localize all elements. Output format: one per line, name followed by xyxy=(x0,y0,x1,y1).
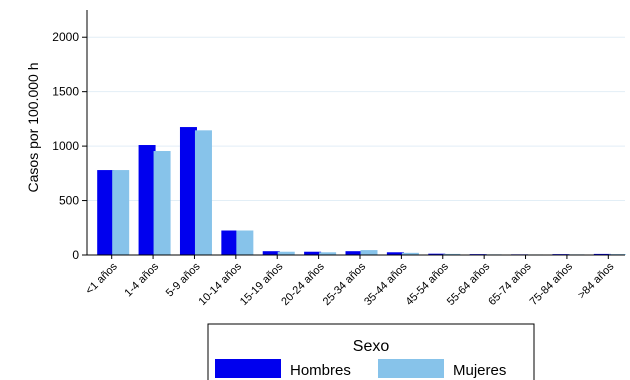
x-tick-label: 35-44 años xyxy=(362,260,410,308)
bar-hombres-1 xyxy=(138,145,156,255)
legend-label-hombres: Hombres xyxy=(290,362,351,379)
x-tick-label: 15-19 años xyxy=(238,260,286,308)
legend-title: Sexo xyxy=(353,338,390,355)
bar-mujeres-4 xyxy=(277,251,295,255)
x-tick-label: 25-34 años xyxy=(321,260,369,308)
bar-mujeres-1 xyxy=(153,151,171,255)
x-tick-label: 1-4 años xyxy=(122,260,161,299)
legend-swatch-hombres xyxy=(215,359,281,378)
x-tick-label: >84 años xyxy=(576,260,617,301)
bar-hombres-0 xyxy=(97,170,115,255)
legend-box xyxy=(207,323,535,380)
bar-hombres-4 xyxy=(262,251,280,255)
x-tick-label: 20-24 años xyxy=(279,260,327,308)
bar-hombres-6 xyxy=(345,251,363,255)
y-tick-label: 1500 xyxy=(52,85,79,99)
legend: Sexo Hombres Mujeres xyxy=(207,323,535,380)
bar-mujeres-2 xyxy=(194,130,212,255)
y-tick-label: 0 xyxy=(72,248,79,262)
x-tick-label: 5-9 años xyxy=(164,260,203,299)
y-axis-label: Casos por 100.000 h xyxy=(25,63,41,193)
legend-label-mujeres: Mujeres xyxy=(453,362,506,379)
bar-mujeres-7 xyxy=(401,252,419,255)
bar-hombres-7 xyxy=(386,252,404,255)
x-tick-label: 65-74 años xyxy=(486,260,534,308)
bar-mujeres-0 xyxy=(112,170,130,255)
x-tick-label: 75-84 años xyxy=(528,260,576,308)
gridlines xyxy=(87,36,625,202)
x-tick-label: 45-54 años xyxy=(403,260,451,308)
bar-hombres-3 xyxy=(221,230,239,255)
y-tick-label: 500 xyxy=(59,194,79,208)
bar-hombres-8 xyxy=(428,253,446,255)
bar-hombres-12 xyxy=(593,253,611,255)
bars xyxy=(97,127,626,255)
bar-hombres-5 xyxy=(304,251,322,255)
bar-mujeres-5 xyxy=(319,252,337,255)
bar-hombres-2 xyxy=(179,127,197,255)
bar-mujeres-8 xyxy=(443,253,461,255)
x-tick-label: 10-14 años xyxy=(197,260,245,308)
y-tick-label: 2000 xyxy=(52,30,79,44)
bar-mujeres-6 xyxy=(360,250,378,255)
y-axis-ticks: 0 500 1000 1500 2000 xyxy=(52,30,87,262)
y-tick-label: 1000 xyxy=(52,139,79,153)
bar-mujeres-3 xyxy=(236,230,254,255)
x-tick-label: <1 años xyxy=(83,260,120,297)
x-tick-label: 55-64 años xyxy=(445,260,493,308)
legend-swatch-mujeres xyxy=(378,359,444,378)
